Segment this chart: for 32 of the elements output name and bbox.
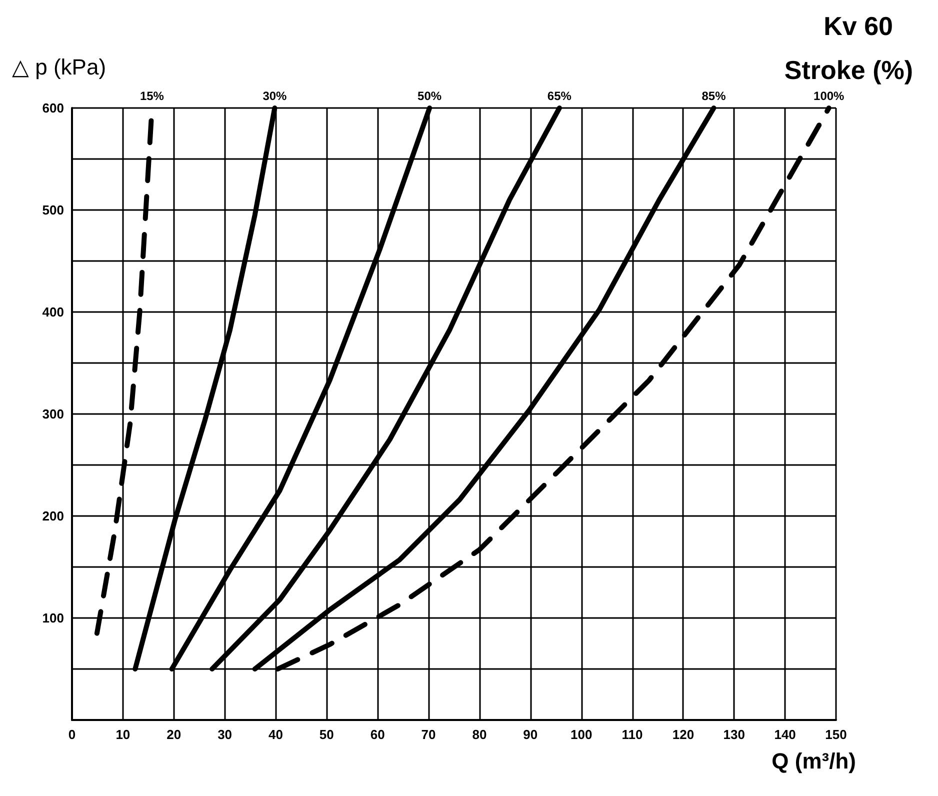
x-axis-title: Q (m³/h) bbox=[772, 748, 856, 774]
x-tick-label: 140 bbox=[774, 727, 796, 742]
y-tick-label: 500 bbox=[42, 202, 64, 218]
series-label: 85% bbox=[702, 89, 726, 103]
x-tick-label: 60 bbox=[370, 727, 385, 742]
y-tick-label: 200 bbox=[42, 508, 64, 524]
y-tick-label: 100 bbox=[42, 610, 64, 626]
series-label: 100% bbox=[814, 89, 845, 103]
y-tick-label: 400 bbox=[42, 304, 64, 320]
series-label: 65% bbox=[547, 89, 572, 103]
x-tick-label: 90 bbox=[523, 727, 538, 742]
x-tick-label: 20 bbox=[166, 727, 182, 742]
series-label: 50% bbox=[418, 89, 442, 103]
x-tick-label: 100 bbox=[570, 727, 592, 742]
y-tick-label: 600 bbox=[42, 100, 64, 116]
x-tick-label: 30 bbox=[218, 727, 232, 742]
x-tick-label: 40 bbox=[268, 727, 283, 742]
chart-title: Kv 60 bbox=[824, 11, 894, 41]
series-label: 15% bbox=[140, 89, 164, 103]
x-tick-label: 0 bbox=[68, 727, 76, 742]
x-tick-label: 130 bbox=[723, 727, 745, 742]
x-tick-label: 150 bbox=[825, 727, 847, 742]
chart-subtitle: Stroke (%) bbox=[784, 55, 913, 85]
x-tick-label: 70 bbox=[421, 727, 436, 742]
x-tick-label: 50 bbox=[319, 727, 334, 742]
x-tick-label: 120 bbox=[672, 727, 694, 742]
x-tick-label: 10 bbox=[116, 727, 130, 742]
x-tick-label: 110 bbox=[622, 727, 643, 742]
y-tick-label: 300 bbox=[42, 406, 64, 422]
series-label: 30% bbox=[262, 89, 288, 103]
x-tick-label: 80 bbox=[472, 727, 487, 742]
y-axis-title: △ p (kPa) bbox=[12, 54, 106, 80]
